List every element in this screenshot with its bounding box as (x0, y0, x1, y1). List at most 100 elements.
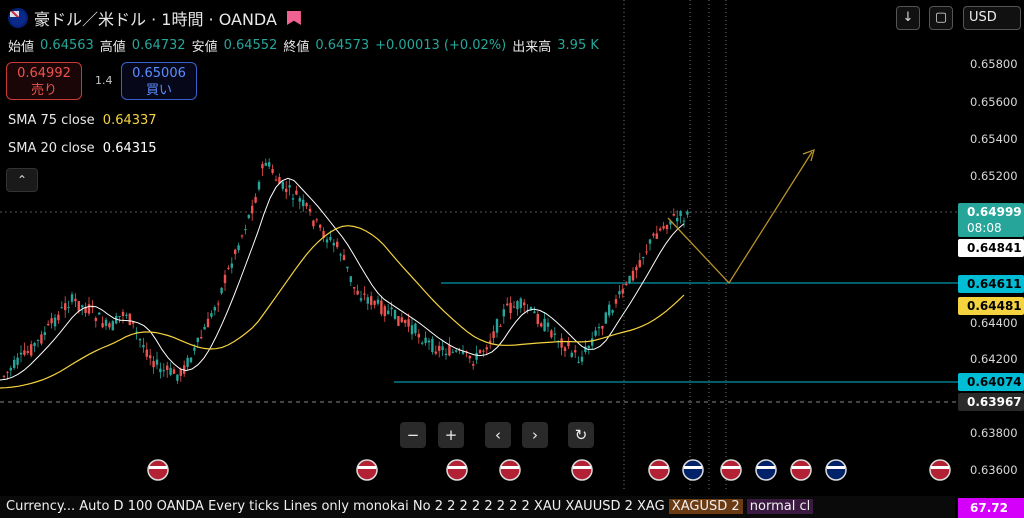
candle-body (672, 213, 675, 216)
candle-body (169, 367, 172, 375)
candle-body (611, 310, 614, 313)
us-economic-event-icon[interactable] (499, 459, 521, 481)
candle-body (608, 304, 611, 316)
candle-body (665, 225, 669, 230)
candle-body (482, 350, 485, 352)
download-button[interactable]: ↓ (896, 6, 920, 30)
candle-body (128, 313, 131, 325)
candle-body (424, 337, 427, 344)
us-economic-event-icon[interactable] (648, 459, 670, 481)
candle-body (81, 305, 84, 308)
sma20-legend[interactable]: SMA 20 close 0.64315 (8, 141, 157, 156)
zoom-out-button[interactable]: − (400, 422, 426, 448)
symbol-header[interactable]: 豪ドル／米ドル · 1時間 · OANDA (8, 6, 301, 30)
current-price-tag: 0.64999 08:08 (958, 203, 1024, 237)
candle-body (427, 340, 431, 343)
candle-body (570, 352, 573, 357)
scroll-right-button[interactable]: › (522, 422, 548, 448)
candle-body (414, 323, 417, 334)
candle-body (322, 230, 325, 239)
fullscreen-icon: ▢ (934, 10, 948, 25)
us-economic-event-icon[interactable] (790, 459, 812, 481)
candle-body (145, 349, 148, 357)
candle-body (183, 365, 186, 374)
collapse-legend-button[interactable]: ⌃ (6, 168, 38, 192)
candle-body (373, 300, 376, 305)
au-economic-event-icon[interactable] (682, 459, 704, 481)
candle-body (87, 304, 91, 314)
candle-body (587, 345, 590, 349)
candle-body (669, 221, 672, 225)
sma20-line (0, 177, 685, 381)
candle-body (577, 361, 580, 363)
us-economic-event-icon[interactable] (147, 459, 169, 481)
candle-body (519, 298, 522, 308)
us-economic-event-icon[interactable] (356, 459, 378, 481)
zoom-in-button[interactable]: + (438, 422, 464, 448)
candle-body (50, 318, 53, 324)
reset-icon: ↻ (574, 426, 588, 444)
candle-body (217, 303, 220, 305)
candle-body (455, 350, 458, 352)
candle-body (281, 181, 284, 189)
candle-body (458, 349, 461, 351)
sell-label: 売り (30, 83, 57, 98)
ticker-highlight: XAGUSD 2 (668, 499, 743, 514)
candle-body (179, 369, 182, 376)
high-label: 高値 (99, 40, 126, 55)
candle-body (43, 332, 46, 336)
candle-body (111, 321, 114, 331)
candle-body (196, 337, 199, 343)
us-economic-event-icon[interactable] (446, 459, 468, 481)
candle-body (19, 352, 23, 355)
sell-button[interactable]: 0.64992 売り (6, 62, 82, 100)
candle-body (305, 203, 308, 207)
candle-body (53, 317, 57, 327)
sma75-legend[interactable]: SMA 75 close 0.64337 (8, 113, 157, 128)
flag-stripe (448, 466, 466, 469)
candle-body (57, 314, 60, 321)
us-economic-event-icon[interactable] (571, 459, 593, 481)
flag-stripe (684, 466, 702, 469)
candle-body (655, 233, 658, 239)
candle-body (614, 299, 618, 304)
candle-body (370, 296, 373, 305)
close-value: 0.64573 (315, 38, 370, 53)
candle-body (230, 263, 233, 268)
candle-body (288, 185, 291, 188)
candle-body (441, 346, 444, 351)
candle-body (60, 307, 63, 309)
candle-body (584, 346, 587, 352)
buy-button[interactable]: 0.65006 買い (121, 62, 197, 100)
candle-body (94, 318, 97, 321)
candle-body (543, 318, 546, 332)
us-economic-event-icon[interactable] (929, 459, 951, 481)
scroll-left-button[interactable]: ‹ (485, 422, 511, 448)
sell-price: 0.64992 (17, 66, 71, 81)
bookmark-icon[interactable] (286, 11, 301, 25)
candle-body (125, 314, 128, 316)
us-economic-event-icon[interactable] (720, 459, 742, 481)
reset-chart-button[interactable]: ↻ (568, 422, 594, 448)
candle-body (686, 211, 689, 215)
candle-body (64, 303, 67, 311)
au-economic-event-icon[interactable] (825, 459, 847, 481)
candle-body (659, 228, 662, 231)
au-economic-event-icon[interactable] (755, 459, 777, 481)
fullscreen-button[interactable]: ▢ (929, 6, 953, 30)
candle-body (431, 338, 434, 353)
flag-stripe (501, 466, 519, 469)
flag-circle (825, 459, 847, 481)
candle-body (444, 353, 448, 356)
candle-body (387, 310, 390, 315)
candle-body (461, 350, 465, 354)
candle-body (594, 330, 597, 336)
candle-body (597, 327, 601, 329)
candle-body (349, 276, 352, 282)
forecast-arrowhead (802, 148, 815, 162)
candle-body (376, 299, 380, 304)
currency-select[interactable]: USD (963, 6, 1021, 30)
candle-body (475, 352, 478, 360)
